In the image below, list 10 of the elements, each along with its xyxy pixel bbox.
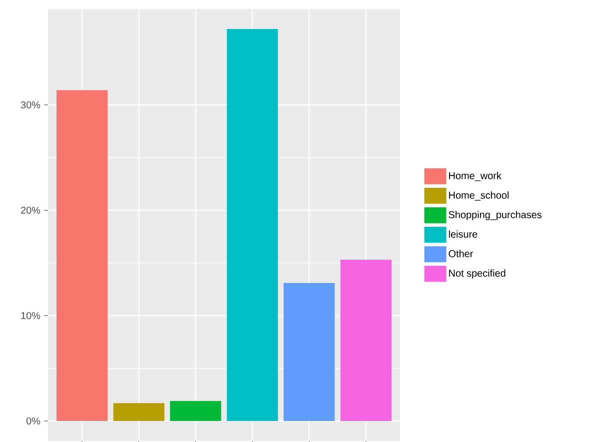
legend-label: Shopping_purchases (448, 210, 542, 220)
legend-label: Home_school (449, 191, 509, 201)
y-tick-label: 30% (20, 101, 40, 108)
legend-label: Not specified (449, 269, 506, 279)
legend-label: leisure (448, 230, 478, 238)
legend-label: Home_work (449, 172, 502, 182)
y-tick-label: 10% (21, 312, 40, 320)
legend-label: Other (448, 250, 474, 258)
y-tick-label: 0% (26, 417, 40, 425)
y-tick-label: 20% (21, 206, 40, 214)
